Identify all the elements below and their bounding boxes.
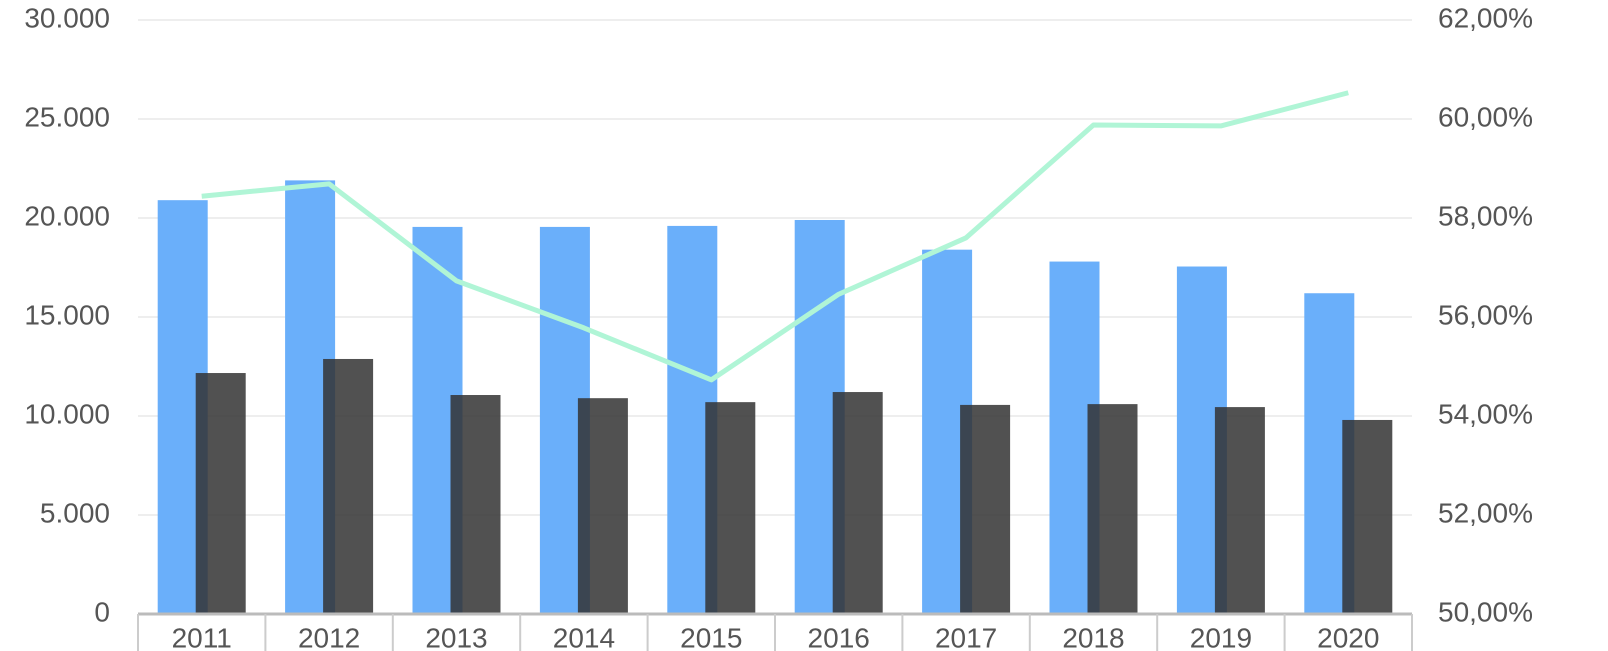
y2-tick-label: 62,00% <box>1438 2 1533 33</box>
bar <box>450 395 501 614</box>
y-tick-label: 5.000 <box>40 497 110 528</box>
x-tick-label: 2011 <box>172 622 232 651</box>
y2-tick-label: 52,00% <box>1438 497 1533 528</box>
bar <box>1342 419 1393 614</box>
y-tick-label: 0 <box>94 596 110 627</box>
y-tick-label: 20.000 <box>24 200 110 231</box>
x-tick-label: 2012 <box>298 622 360 651</box>
bar <box>1214 407 1265 614</box>
x-tick-label: 2014 <box>553 622 615 651</box>
x-tick-label: 2017 <box>935 622 997 651</box>
y2-tick-label: 60,00% <box>1438 101 1533 132</box>
x-tick-label: 2020 <box>1317 622 1379 651</box>
bar <box>705 402 756 614</box>
x-tick-label: 2016 <box>808 622 870 651</box>
y2-tick-label: 56,00% <box>1438 299 1533 330</box>
bar <box>195 373 246 614</box>
y2-tick-label: 54,00% <box>1438 398 1533 429</box>
line <box>201 90 1349 383</box>
x-tick-label: 2013 <box>425 622 487 651</box>
x-tick-label: 2015 <box>680 622 742 651</box>
x-tick-label: 2018 <box>1062 622 1124 651</box>
bar <box>577 398 628 614</box>
bar <box>960 404 1011 614</box>
x-tick-label: 2019 <box>1190 622 1252 651</box>
y-tick-label: 10.000 <box>24 398 110 429</box>
y-tick-label: 25.000 <box>24 101 110 132</box>
bar <box>1087 404 1138 614</box>
bar <box>323 358 374 614</box>
y-tick-label: 15.000 <box>24 299 110 330</box>
y2-tick-label: 58,00% <box>1438 200 1533 231</box>
y2-tick-label: 50,00% <box>1438 596 1533 627</box>
y-tick-label: 30.000 <box>24 2 110 33</box>
bar <box>832 392 883 614</box>
